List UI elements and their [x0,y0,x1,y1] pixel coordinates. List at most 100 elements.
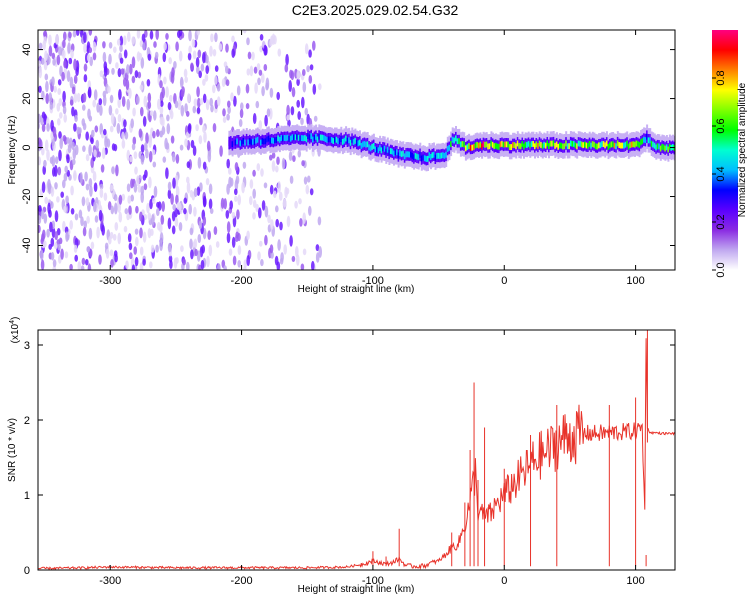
track-core [498,143,501,150]
noise-speck [189,227,194,236]
track-core [428,152,431,159]
noise-speck [302,68,306,77]
noise-speck [170,135,175,144]
spectrogram-y-tick-label: -40 [21,238,33,254]
noise-speck [196,30,200,36]
noise-speck [133,182,138,193]
track-core [473,144,476,150]
track-core [591,141,594,147]
noise-speck [78,209,83,219]
spectrogram-x-tick-label: 0 [501,275,507,287]
track-core [647,137,650,144]
noise-speck [84,171,88,182]
track-core [537,143,540,149]
track-core [481,143,484,150]
noise-speck [247,51,252,60]
noise-speck [258,120,263,130]
noise-speck [290,70,295,81]
noise-speck [141,33,146,43]
track-core [485,141,488,148]
noise-speck [175,41,179,52]
noise-speck [260,168,264,177]
noise-speck [159,80,163,89]
noise-speck [308,49,312,58]
noise-speck [234,162,239,172]
track-core [291,134,294,141]
colorbar-tick-label: 0.8 [715,70,727,85]
track-core [490,140,493,147]
noise-speck [243,259,248,269]
track-core [476,141,479,148]
track-core [442,152,445,159]
noise-speck [135,205,139,214]
track-core [549,140,552,147]
noise-speck [156,129,160,138]
noise-speck [238,118,243,128]
noise-speck [83,43,87,54]
noise-speck [213,226,218,236]
noise-speck [277,239,281,251]
track-core [598,142,601,149]
noise-speck [103,128,107,136]
noise-speck [147,92,152,103]
noise-speck [266,108,271,117]
noise-speck [202,51,206,64]
noise-speck [42,165,46,175]
track-core [377,147,380,154]
noise-speck [192,50,197,60]
noise-speck [39,139,43,150]
noise-speck [151,149,156,156]
noise-speck [63,59,67,69]
track-core [621,142,624,149]
noise-speck [193,238,198,249]
noise-speck [98,209,103,222]
noise-speck [42,229,46,240]
track-core [519,143,522,150]
noise-speck [279,191,283,201]
noise-speck [150,244,155,253]
noise-speck [92,52,97,61]
noise-speck [252,199,257,209]
noise-speck [197,49,202,59]
noise-speck [48,34,52,46]
noise-speck [269,184,274,195]
spectrogram-frame [37,29,676,271]
track-core [548,143,550,149]
noise-speck [130,194,134,202]
noise-speck [119,35,124,47]
track-core [554,142,557,149]
noise-speck [212,122,217,133]
noise-speck [85,131,89,141]
noise-speck [130,178,134,189]
noise-speck [108,53,112,65]
snr-y-tick-label: 0 [24,565,30,577]
noise-speck [93,149,97,158]
noise-speck [106,138,111,148]
noise-speck [242,161,247,169]
noise-speck [208,198,213,210]
noise-speck [69,263,73,270]
noise-speck [205,65,209,75]
noise-speck [131,75,136,84]
noise-speck [62,105,67,115]
noise-speck [58,149,62,162]
noise-speck [160,214,165,225]
track-core [535,141,538,148]
spectrogram-y-tick-label: 0 [21,144,33,150]
noise-speck [82,92,87,103]
track-core [496,143,499,150]
track-core [450,141,453,147]
noise-speck [246,68,251,76]
track-core [516,140,519,147]
colorbar: 0.0 0.2 0.4 0.6 0.8 Normalized spectral ampl… [712,30,748,278]
noise-speck [212,48,217,57]
noise-speck [73,244,78,253]
noise-speck [208,183,213,195]
noise-speck [125,260,129,270]
noise-speck [237,260,241,268]
noise-speck [140,57,145,69]
noise-speck [119,44,123,53]
track-core [662,144,665,151]
noise-speck [124,208,129,215]
